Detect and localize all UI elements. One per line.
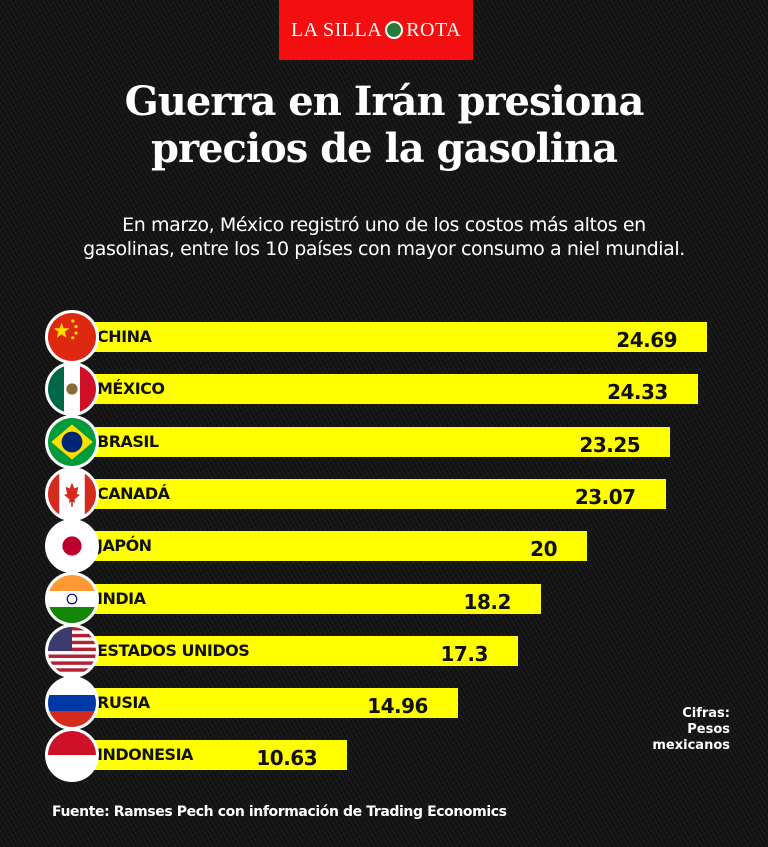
units-line-3: mexicanos (652, 738, 730, 753)
category-label: CHINA (97, 327, 152, 346)
china-flag-icon (45, 310, 99, 364)
bar-indonesia (75, 740, 348, 771)
bar-brasil (75, 426, 671, 457)
bar-rusia (75, 688, 458, 719)
value-label: 23.07 (574, 484, 636, 509)
subtitle: En marzo, México registró uno de los cos… (40, 213, 728, 261)
brand-logo: LA SILLA ROTA (279, 0, 473, 60)
category-label: MÉXICO (97, 379, 165, 399)
page-title: Guerra en Irán presiona precios de la ga… (0, 78, 768, 172)
brazil-flag-icon (45, 414, 99, 469)
category-label: RUSIA (97, 693, 150, 713)
bar-méxico (75, 374, 698, 405)
subtitle-line-1: En marzo, México registró uno de los cos… (122, 214, 646, 236)
category-label: CANADÁ (97, 483, 170, 503)
title-line-2: precios de la gasolina (150, 125, 618, 172)
units-note: Cifras: Pesos mexicanos (652, 706, 730, 754)
bar-japón (75, 531, 587, 562)
usa-flag-icon (45, 623, 99, 678)
value-label: 24.33 (607, 380, 668, 405)
value-label: 17.3 (440, 641, 489, 666)
category-label: INDONESIA (97, 745, 193, 765)
value-label: 24.69 (616, 328, 678, 352)
indonesia-flag-icon (45, 728, 99, 783)
category-label: JAPÓN (97, 536, 152, 556)
source-note: Fuente: Ramses Pech con información de T… (52, 804, 507, 820)
chair-seal-icon (385, 21, 404, 39)
title-line-1: Guerra en Irán presiona (124, 78, 645, 125)
bar-india (75, 583, 541, 614)
bar-china (75, 322, 708, 352)
bar-estados-unidos (75, 635, 518, 666)
mexico-flag-icon (45, 362, 99, 417)
category-label: BRASIL (97, 431, 159, 451)
bar-canadá (75, 478, 666, 509)
russia-flag-icon (45, 676, 99, 731)
canada-flag-icon (45, 466, 99, 521)
value-label: 18.2 (463, 589, 512, 614)
brand-name-left: LA SILLA (290, 18, 383, 41)
japan-flag-icon (45, 519, 99, 574)
category-label: ESTADOS UNIDOS (97, 640, 250, 660)
category-label: INDIA (97, 588, 146, 608)
units-line-2: Pesos (687, 722, 730, 737)
value-label: 20 (530, 537, 557, 562)
value-label: 10.63 (256, 746, 318, 771)
units-line-1: Cifras: (682, 706, 730, 721)
india-flag-icon (45, 571, 99, 626)
brand-name-right: ROTA (406, 18, 462, 41)
value-label: 23.25 (579, 432, 641, 457)
value-label: 14.96 (367, 694, 428, 719)
subtitle-line-2: gasolinas, entre los 10 países con mayor… (83, 238, 685, 260)
